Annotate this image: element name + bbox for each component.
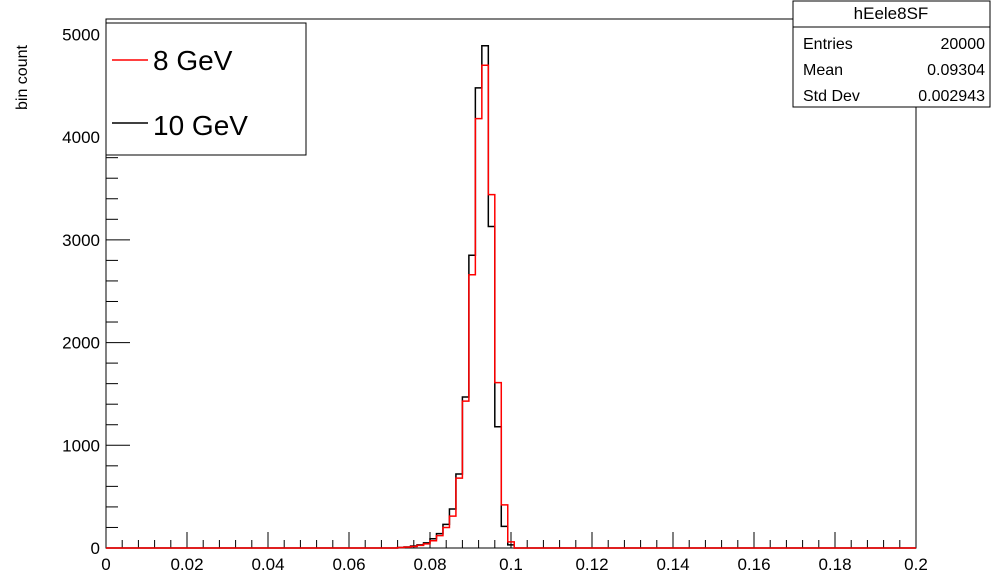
x-tick-label: 0.14 [656, 555, 689, 574]
series-line-8-gev [106, 64, 916, 549]
stats-title: hEele8SF [854, 4, 929, 23]
x-tick-label: 0.12 [575, 555, 608, 574]
y-tick-label: 0 [91, 539, 100, 558]
stats-label-stddev: Std Dev [803, 88, 860, 105]
x-tick-label: 0.18 [818, 555, 851, 574]
stats-value-stddev: 0.002943 [918, 88, 985, 105]
stats-box-frame [792, 0, 991, 108]
y-axis-title: bin count [14, 45, 31, 110]
x-tick-label: 0.1 [499, 555, 523, 574]
y-tick-label: 3000 [62, 231, 100, 250]
x-tick-label: 0.04 [251, 555, 284, 574]
legend-label-8gev: 8 GeV [153, 45, 233, 76]
x-axis-ticks: 0 0.02 0.04 0.06 0.08 0.1 0.12 0.14 0.16 0.18 0.2 [101, 532, 928, 574]
y-axis-ticks: 0 1000 2000 3000 4000 5000 [62, 25, 130, 558]
y-tick-label: 2000 [62, 334, 100, 353]
y-tick-label: 4000 [62, 128, 100, 147]
stats-label-mean: Mean [803, 62, 843, 79]
stats-value-mean: 0.09304 [927, 62, 985, 79]
y-tick-label: 1000 [62, 436, 100, 455]
legend-label-10gev: 10 GeV [153, 110, 248, 141]
series-layer [106, 44, 916, 549]
y-tick-label: 5000 [62, 25, 100, 44]
x-tick-label: 0.16 [737, 555, 770, 574]
stats-box: hEele8SF Entries 20000 Mean 0.09304 Std … [792, 0, 991, 108]
legend-box [105, 22, 307, 156]
stats-label-entries: Entries [803, 36, 853, 53]
legend: 8 GeV 10 GeV [105, 22, 307, 156]
x-tick-label: 0.2 [904, 555, 928, 574]
x-tick-label: 0 [101, 555, 110, 574]
x-tick-label: 0.06 [332, 555, 365, 574]
stats-value-entries: 20000 [941, 36, 986, 53]
x-tick-label: 0.08 [413, 555, 446, 574]
x-tick-label: 0.02 [170, 555, 203, 574]
